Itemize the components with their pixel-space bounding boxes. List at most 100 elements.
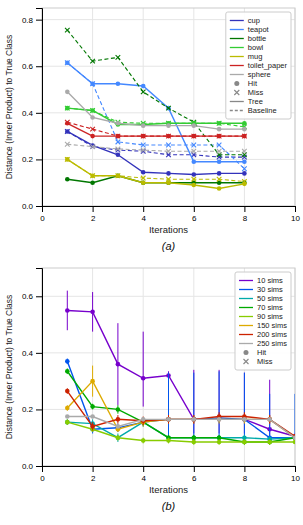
line (67, 122, 244, 136)
point (141, 180, 146, 185)
point (65, 157, 70, 162)
tick-mark (93, 206, 94, 212)
axis-line (36, 9, 43, 207)
point (242, 440, 247, 445)
line (67, 159, 244, 181)
legend-symbol (230, 74, 244, 75)
tick-mark (36, 409, 42, 410)
tick: 4 (141, 466, 146, 483)
series (65, 90, 247, 132)
tick-label: 0.6 (22, 62, 34, 71)
legend-item: 50 sims (239, 294, 283, 303)
line (67, 131, 244, 157)
legend-label: Hit (257, 348, 267, 357)
tick-mark (143, 466, 144, 472)
point (217, 121, 222, 126)
x-axis-title: Iterations (149, 224, 188, 235)
legend-item: 70 sims (239, 303, 283, 312)
tick-label: 0 (40, 474, 45, 483)
point (65, 120, 70, 125)
legend-item: bowl (230, 43, 264, 52)
legend-item: sphere (230, 70, 271, 79)
tick: 8 (243, 466, 248, 483)
legend-item: teapot (230, 25, 270, 34)
point (166, 417, 171, 422)
tick-mark (194, 206, 195, 212)
tick-label: 0.0 (22, 202, 34, 211)
point (192, 143, 197, 148)
y-axis: 0.00.20.40.60.8 (22, 9, 43, 212)
point (166, 438, 171, 443)
point (90, 310, 95, 315)
point (116, 362, 121, 367)
tick-label: 0.6 (22, 292, 34, 301)
point (242, 440, 247, 445)
point (192, 417, 197, 422)
point (90, 180, 95, 185)
tick: 6 (192, 466, 197, 483)
point (116, 147, 121, 152)
tick-mark (143, 206, 144, 212)
legend-label: mug (248, 52, 263, 61)
point (192, 149, 197, 154)
legend-label: 150 sims (257, 321, 287, 330)
point (141, 143, 146, 148)
point (65, 142, 70, 147)
legend-label: 70 sims (257, 303, 283, 312)
legend-label: sphere (248, 70, 271, 79)
legend-label: Miss (257, 357, 273, 366)
series (65, 359, 295, 444)
line (67, 92, 244, 129)
tick-label: 0.4 (22, 349, 34, 358)
point (192, 440, 197, 445)
point (116, 424, 121, 429)
series (65, 129, 247, 159)
series (65, 419, 295, 442)
line (67, 63, 244, 162)
legend-item: cup (230, 16, 260, 25)
point (65, 420, 70, 425)
legend-label: bowl (248, 43, 264, 52)
point (141, 148, 146, 153)
legend-item: 250 sims (239, 339, 287, 348)
grid-line (143, 8, 144, 206)
legend-item: Tree (230, 97, 263, 106)
grid (42, 268, 295, 466)
point (166, 417, 171, 422)
legend-symbol (239, 325, 253, 326)
point (267, 440, 272, 445)
tick-label: 4 (141, 474, 146, 483)
point (242, 417, 247, 422)
point (267, 440, 272, 445)
legend-symbol (230, 56, 244, 57)
point (65, 106, 70, 111)
legend-label: 90 sims (257, 312, 283, 321)
point (242, 149, 247, 154)
point (166, 106, 171, 111)
point (65, 359, 70, 364)
point (116, 435, 121, 440)
legend-symbol (239, 316, 253, 317)
point (217, 134, 222, 139)
tick-label: 2 (91, 474, 96, 483)
series (65, 157, 247, 184)
point (217, 186, 222, 191)
point (141, 176, 146, 181)
tick: 0.4 (22, 349, 42, 358)
point (267, 417, 272, 422)
tick-mark (36, 113, 42, 114)
line (67, 422, 295, 439)
point (141, 84, 146, 89)
point (166, 143, 171, 148)
legend-symbol (243, 350, 248, 355)
tick-mark (295, 466, 296, 472)
line (67, 310, 295, 436)
point (90, 134, 95, 139)
point (116, 134, 121, 139)
point (166, 171, 171, 176)
point (90, 144, 95, 149)
legend-symbol (230, 101, 244, 102)
point (217, 417, 222, 422)
series (65, 142, 247, 154)
legend-item: Baseline (230, 106, 277, 115)
